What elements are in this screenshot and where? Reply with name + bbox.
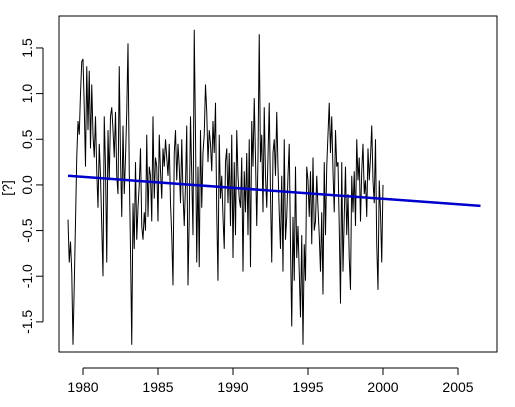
y-tick-label: 0.5 [19, 129, 35, 149]
anomaly-series-line [67, 29, 384, 345]
y-axis-label: [?] [0, 180, 15, 196]
trend-line [67, 174, 481, 208]
y-tick-label: -1.5 [19, 310, 35, 334]
x-axis: 1980 1985 1990 1995 2000 2005 [67, 367, 474, 395]
plot-frame [58, 15, 498, 353]
x-tick-label: 2005 [442, 379, 473, 395]
x-tick-label: 1990 [217, 379, 248, 395]
x-tick-label: 1980 [67, 379, 98, 395]
y-tick-label: 1.5 [19, 38, 35, 58]
x-tick-label: 1985 [142, 379, 173, 395]
plot-area [58, 15, 498, 353]
series-layer [67, 29, 481, 345]
x-tick-label: 1995 [292, 379, 323, 395]
y-tick-label: 1.0 [19, 84, 35, 104]
y-axis: -1.5 -1.0 -0.5 0.0 0.5 1.0 1.5 [19, 38, 44, 334]
y-tick-label: -0.5 [19, 218, 35, 242]
x-tick-label: 2000 [367, 379, 398, 395]
y-tick-label: 0.0 [19, 175, 35, 195]
y-tick-label: -1.0 [19, 264, 35, 288]
